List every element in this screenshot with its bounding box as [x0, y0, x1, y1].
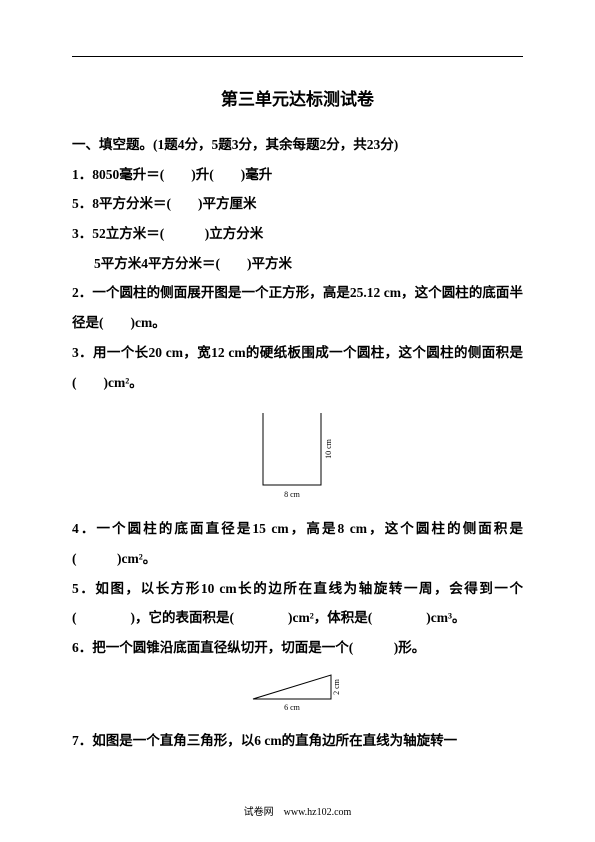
q2: 2．一个圆柱的侧面展开图是一个正方形，高是25.12 cm，这个圆柱的底面半径是…: [72, 278, 523, 337]
q1b: 5．8平方分米＝( )平方厘米: [72, 189, 523, 219]
q1c: 3．52立方米＝( )立方分米: [72, 219, 523, 249]
footer-text: 试卷网 www.hz102.com: [244, 807, 352, 818]
svg-text:2 cm: 2 cm: [332, 678, 341, 695]
section-heading: 一、填空题。(1题4分，5题3分，其余每题2分，共23分): [72, 130, 523, 160]
q5: 5．如图，以长方形10 cm长的边所在直线为轴旋转一周，会得到一个( )，它的表…: [72, 574, 523, 633]
top-rule: [72, 56, 523, 57]
q6: 6．把一个圆锥沿底面直径纵切开，切面是一个( )形。: [72, 633, 523, 663]
svg-text:10 cm: 10 cm: [324, 439, 333, 460]
figure-1: 8 cm 10 cm: [72, 403, 523, 508]
q1a: 1．8050毫升＝( )升( )毫升: [72, 160, 523, 190]
q3: 3．用一个长20 cm，宽12 cm的硬纸板围成一个圆柱，这个圆柱的侧面积是( …: [72, 338, 523, 397]
figure-2: 6 cm 2 cm: [72, 669, 523, 720]
page-title: 第三单元达标测试卷: [72, 85, 523, 110]
q1d: 5平方米4平方分米＝( )平方米: [72, 249, 523, 279]
svg-text:6 cm: 6 cm: [284, 703, 301, 712]
q4: 4．一个圆柱的底面直径是15 cm，高是8 cm，这个圆柱的侧面积是( )cm²…: [72, 514, 523, 573]
svg-text:8 cm: 8 cm: [284, 490, 301, 499]
triangle-figure: 6 cm 2 cm: [233, 669, 363, 715]
footer: 试卷网 www.hz102.com: [0, 803, 595, 818]
rect-figure: 8 cm 10 cm: [233, 403, 363, 503]
q7: 7．如图是一个直角三角形，以6 cm的直角边所在直线为轴旋转一: [72, 726, 523, 756]
